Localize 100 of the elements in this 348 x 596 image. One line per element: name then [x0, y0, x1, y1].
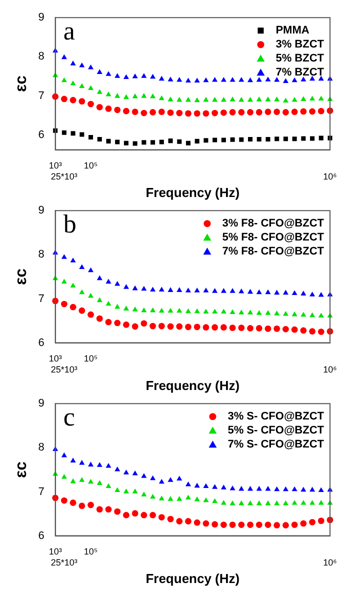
point [88, 64, 94, 70]
point [168, 287, 174, 292]
point [238, 486, 244, 491]
y-tick-label: 6 [38, 128, 44, 141]
point [79, 477, 85, 482]
point [309, 328, 316, 335]
point [238, 522, 245, 528]
point [106, 278, 112, 284]
y-tick-label: 9 [38, 204, 44, 217]
point [256, 486, 262, 491]
point [238, 76, 244, 82]
point [274, 310, 280, 316]
point [105, 506, 112, 513]
point [194, 324, 200, 330]
point [310, 292, 316, 296]
point [220, 484, 226, 490]
point [158, 514, 165, 520]
point [141, 286, 147, 291]
point [168, 76, 174, 82]
point [309, 518, 316, 526]
point [256, 522, 262, 528]
point [142, 140, 146, 145]
point [168, 96, 174, 102]
point [264, 108, 272, 116]
point [256, 289, 262, 294]
point [220, 324, 227, 331]
point [266, 136, 270, 142]
point [230, 76, 236, 82]
point [300, 96, 306, 101]
point [88, 85, 94, 90]
point [70, 500, 76, 506]
point [60, 497, 68, 504]
annotation: c [63, 402, 75, 432]
y-axis-title: εc [13, 75, 30, 92]
point [282, 326, 289, 332]
point [185, 308, 191, 314]
point [168, 496, 174, 501]
x-tick-label: 25*10³ [50, 364, 78, 374]
point [300, 76, 306, 82]
point [141, 492, 147, 496]
point [300, 290, 306, 296]
point [150, 286, 156, 292]
point [230, 288, 236, 293]
point [88, 478, 94, 484]
point [185, 518, 192, 524]
point [247, 288, 254, 294]
point [141, 73, 147, 78]
point [248, 136, 253, 142]
point [167, 516, 174, 522]
point [88, 462, 94, 466]
point [70, 96, 76, 104]
point [238, 310, 244, 314]
point [229, 109, 236, 116]
point [123, 108, 130, 114]
point [256, 96, 262, 102]
point [168, 138, 173, 144]
point [230, 309, 236, 314]
point [106, 138, 111, 144]
point [79, 289, 85, 294]
x-axis-title: Frequency (Hz) [146, 184, 240, 200]
point [79, 83, 85, 88]
point [194, 110, 200, 117]
x-tick-label: 25*10³ [50, 171, 78, 182]
x-tick-label: 10³ [48, 546, 62, 557]
point [310, 500, 316, 505]
point [247, 109, 254, 116]
point [310, 136, 315, 141]
point [282, 109, 289, 116]
point [141, 93, 147, 98]
point [70, 60, 76, 66]
point [159, 140, 164, 144]
legend-label: 5% F8- CFO@BZCT [222, 232, 324, 244]
legend-label: PMMA [276, 24, 310, 37]
point [78, 502, 86, 510]
point [176, 96, 182, 102]
y-tick-label: 8 [38, 50, 44, 63]
point [212, 110, 218, 116]
point [114, 487, 120, 492]
legend-label: 7% S- CFO@BZCT [228, 438, 324, 451]
point [70, 458, 76, 462]
point [212, 138, 218, 142]
point [220, 308, 226, 314]
point [212, 521, 218, 528]
point [283, 136, 288, 142]
point [70, 282, 76, 288]
point [256, 325, 262, 332]
point [70, 80, 76, 86]
point [256, 136, 262, 142]
point [203, 288, 209, 292]
point [79, 62, 85, 68]
point [264, 522, 272, 528]
point [62, 130, 66, 135]
point [115, 140, 120, 144]
point [158, 308, 164, 313]
point [132, 108, 138, 116]
point [194, 496, 200, 502]
point [264, 326, 272, 332]
point [123, 284, 129, 289]
y-tick-label: 9 [38, 398, 44, 410]
point [70, 478, 76, 484]
